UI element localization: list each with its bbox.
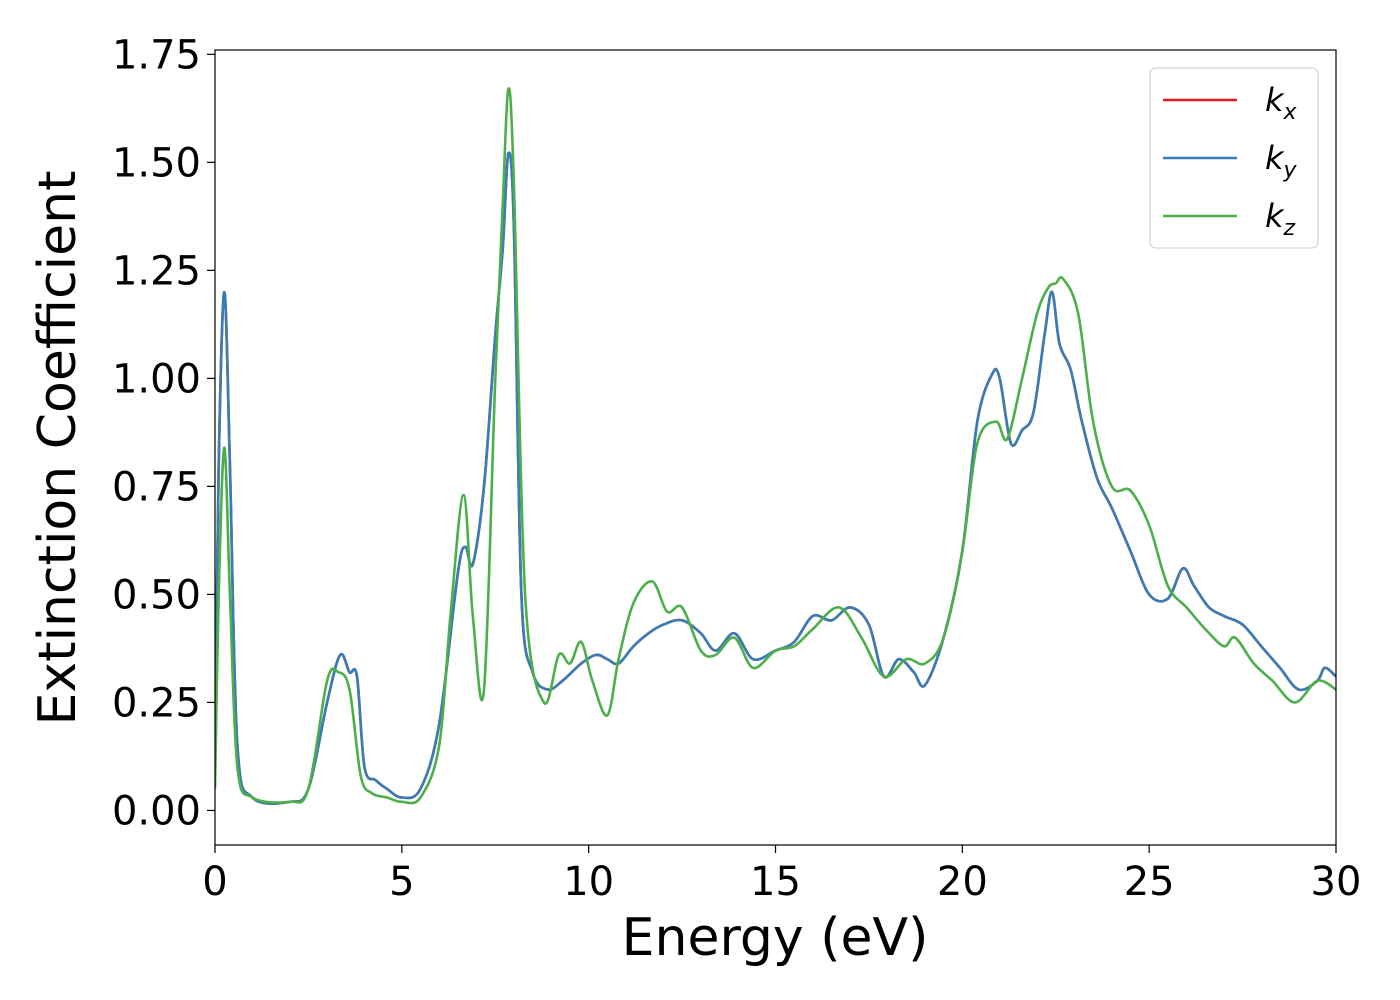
legend-label-kx: kx [1265, 81, 1298, 125]
x-tick-label: 30 [1311, 859, 1362, 905]
x-axis-title: Energy (eV) [622, 908, 929, 968]
y-tick-label: 0.00 [112, 788, 201, 834]
legend-label-ky: ky [1265, 139, 1298, 183]
y-axis-title: Extinction Coefficient [28, 171, 88, 726]
y-tick-label: 1.00 [112, 356, 201, 402]
y-tick-label: 1.75 [112, 32, 201, 78]
legend: kx ky kz [1149, 67, 1319, 249]
x-axis: 0 5 10 15 20 25 30 [202, 845, 1361, 905]
legend-label-kz: kz [1265, 197, 1296, 241]
x-tick-label: 20 [937, 859, 988, 905]
y-tick-label: 0.75 [112, 464, 201, 510]
series-line-kz [215, 87, 1336, 805]
x-tick-label: 5 [389, 859, 414, 905]
x-tick-label: 10 [563, 859, 614, 905]
series-layer [215, 87, 1336, 805]
x-tick-label: 25 [1124, 859, 1175, 905]
x-tick-label: 15 [750, 859, 801, 905]
y-tick-label: 1.50 [112, 140, 201, 186]
y-tick-label: 1.25 [112, 248, 201, 294]
legend-items: kx ky kz [1163, 81, 1298, 241]
y-tick-label: 0.50 [112, 572, 201, 618]
y-tick-label: 0.25 [112, 680, 201, 726]
x-tick-label: 0 [202, 859, 227, 905]
series-line-ky [215, 151, 1336, 805]
y-axis: 0.00 0.25 0.50 0.75 1.00 1.25 1.50 1.75 [112, 32, 215, 834]
series-line-kx [215, 151, 1336, 805]
